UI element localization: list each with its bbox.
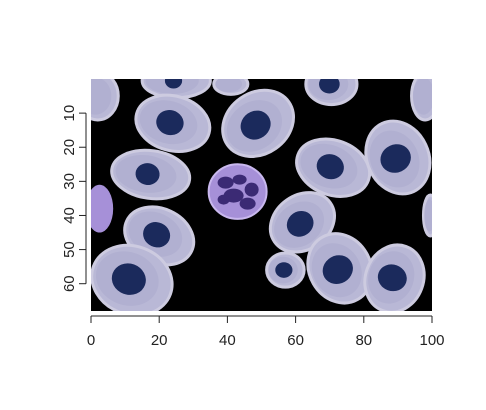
nucleus [286, 210, 314, 237]
red-blood-cell [304, 79, 359, 107]
y-axis: 10 20 30 40 50 60 [61, 105, 87, 292]
platelet [91, 184, 114, 233]
red-blood-cell [140, 79, 212, 100]
red-blood-cell [110, 148, 192, 201]
red-blood-cell [212, 79, 250, 96]
nucleus [156, 110, 184, 136]
red-blood-cell [221, 88, 296, 158]
nucleus [316, 154, 344, 180]
nucleus [377, 264, 407, 292]
leukocyte-lobe [239, 197, 256, 210]
leukocyte-lobe [217, 176, 234, 189]
nucleus [143, 222, 171, 248]
red-blood-cell [265, 251, 306, 289]
y-tick-label: 50 [61, 241, 78, 258]
x-tick-label: 40 [219, 332, 236, 349]
nucleus [240, 110, 271, 140]
y-tick-label: 30 [61, 173, 78, 190]
leukocyte [207, 163, 268, 220]
image-content [91, 79, 432, 311]
nucleus [380, 144, 411, 173]
red-blood-cell [421, 193, 432, 238]
nucleus [164, 79, 183, 89]
leukocyte-lobe [232, 174, 247, 185]
red-blood-cell [363, 243, 426, 311]
nucleus [322, 255, 353, 284]
nucleus [135, 163, 160, 186]
leukocyte-lobe [244, 182, 259, 197]
x-tick-label: 0 [87, 332, 95, 349]
nucleus [275, 262, 293, 278]
red-blood-cell [295, 137, 372, 198]
x-tick-label: 60 [287, 332, 304, 349]
y-tick-label: 40 [61, 207, 78, 224]
y-tick-label: 20 [61, 139, 78, 156]
x-tick-label: 100 [419, 332, 444, 349]
red-blood-cell [306, 232, 374, 305]
y-tick-label: 10 [61, 105, 78, 122]
leukocyte-lobe [217, 194, 230, 205]
x-tick-label: 80 [355, 332, 372, 349]
red-blood-cell [91, 243, 174, 311]
red-blood-cell [268, 191, 336, 254]
nucleus [111, 263, 146, 295]
red-blood-cell [410, 79, 432, 122]
red-blood-cell [364, 119, 432, 196]
red-blood-cell [134, 93, 212, 153]
y-tick-label: 60 [61, 275, 78, 292]
x-tick-label: 20 [151, 332, 168, 349]
nucleus [319, 79, 340, 94]
x-axis: 0 20 40 60 80 100 [87, 315, 445, 349]
red-blood-cell [91, 79, 120, 122]
